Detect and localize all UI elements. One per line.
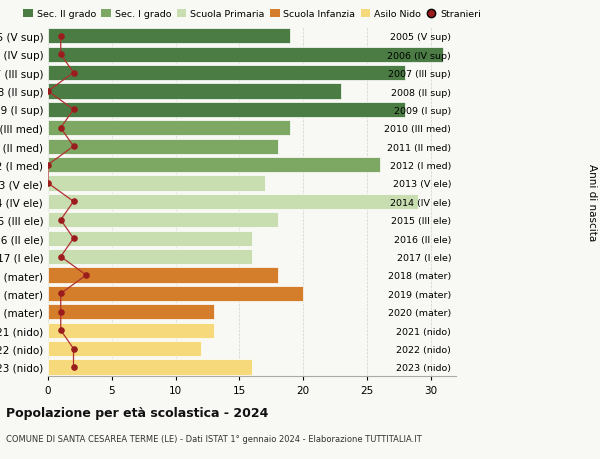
Point (69, 364, 78, 371)
Bar (48, 29, 290, 44)
Point (69, 345, 78, 353)
Point (43, 180, 53, 187)
Legend: Sec. II grado, Sec. I grado, Scuola Primaria, Scuola Infanzia, Asilo Nido, Stran: Sec. II grado, Sec. I grado, Scuola Prim… (23, 10, 481, 19)
Point (56, 308, 65, 316)
Point (56, 51, 65, 59)
Bar (48, 360, 252, 375)
Point (56, 33, 65, 40)
Point (69, 198, 78, 206)
Point (56, 253, 65, 261)
Text: Anni di nascita: Anni di nascita (587, 163, 597, 241)
Bar (48, 305, 214, 319)
Bar (48, 323, 214, 338)
Bar (48, 286, 303, 301)
Bar (48, 213, 277, 228)
Bar (48, 250, 252, 264)
Point (56, 327, 65, 334)
Point (69, 143, 78, 151)
Bar (48, 231, 252, 246)
Bar (48, 140, 277, 154)
Point (43, 162, 53, 169)
Point (82, 272, 91, 279)
Point (69, 106, 78, 114)
Point (56, 217, 65, 224)
Bar (48, 176, 265, 191)
Point (43, 88, 53, 95)
Text: COMUNE DI SANTA CESAREA TERME (LE) - Dati ISTAT 1° gennaio 2024 - Elaborazione T: COMUNE DI SANTA CESAREA TERME (LE) - Dat… (6, 434, 422, 443)
Bar (48, 195, 418, 209)
Point (69, 70, 78, 77)
Bar (48, 66, 405, 81)
Bar (48, 268, 277, 283)
Text: Popolazione per età scolastica - 2024: Popolazione per età scolastica - 2024 (6, 406, 268, 419)
Point (56, 290, 65, 297)
Bar (48, 121, 290, 136)
Bar (48, 48, 443, 62)
Bar (48, 84, 341, 99)
Bar (48, 103, 405, 118)
Bar (48, 158, 380, 173)
Bar (48, 341, 201, 356)
Point (56, 125, 65, 132)
Point (69, 235, 78, 242)
